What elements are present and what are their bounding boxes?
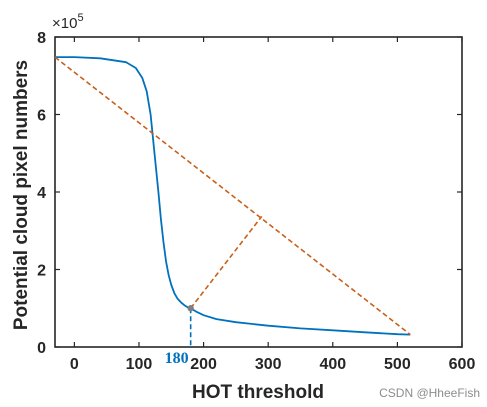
x-tick-label: 300 (255, 356, 282, 373)
ticks (55, 36, 463, 348)
x-tick-label: 400 (319, 356, 346, 373)
x-tick-label: 200 (190, 356, 217, 373)
y-exponent-power: 5 (77, 12, 83, 24)
threshold-marker (187, 305, 194, 312)
y-axis-title: Potential cloud pixel numbers (11, 60, 32, 330)
y-exponent-label: ×105 (52, 12, 84, 32)
y-tick-label: 2 (37, 263, 46, 280)
y-exponent-base: ×10 (52, 15, 77, 32)
reference-line-perpendicular (190, 215, 263, 309)
threshold-annotation: 180 (165, 350, 189, 367)
x-tick-label: 600 (449, 356, 476, 373)
y-tick-label: 0 (37, 340, 46, 357)
plot-area (54, 36, 463, 348)
tick-labels: 0 100 200 300 400 500 600 0 2 4 6 8 (37, 30, 475, 373)
axes-frame (54, 36, 463, 348)
x-tick-label: 0 (70, 356, 79, 373)
watermark: CSDN @HheeFish (379, 386, 480, 400)
y-tick-label: 4 (37, 185, 46, 202)
series-line (55, 56, 411, 336)
x-tick-label: 100 (126, 356, 153, 373)
reference-lines (54, 56, 411, 347)
y-tick-label: 8 (37, 30, 46, 47)
reference-line-chord (54, 56, 411, 336)
x-tick-label: 500 (384, 356, 411, 373)
series-layer (55, 56, 411, 336)
x-axis-title: HOT threshold (192, 382, 324, 403)
y-tick-label: 6 (37, 108, 46, 125)
